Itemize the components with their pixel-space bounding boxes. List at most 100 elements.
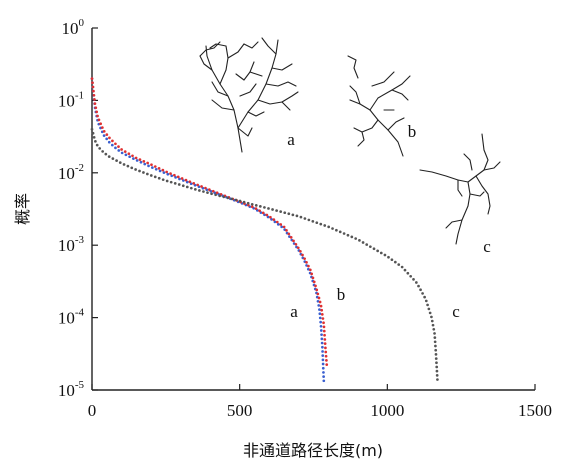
y-tick-group: 100 10-1 10-2 10-3 10-4 10-5 — [58, 17, 98, 400]
series-b-point — [161, 168, 165, 172]
series-c-point — [291, 213, 295, 217]
series-b-point — [91, 81, 94, 85]
series-a-point — [319, 329, 323, 332]
series-c-point — [376, 249, 379, 253]
series-b-point — [320, 313, 324, 316]
series-a-point — [154, 167, 158, 171]
series-b-point — [319, 304, 323, 308]
series-b-point — [173, 173, 176, 177]
series-c-point — [311, 219, 315, 223]
series-c-point — [173, 182, 177, 185]
series-c-point — [250, 202, 254, 206]
series-c-point — [406, 271, 410, 275]
series-a-point — [319, 320, 322, 324]
series-b-point — [180, 177, 184, 180]
series-b-point — [138, 158, 142, 161]
series-a-point — [322, 375, 325, 378]
series-c-point — [234, 198, 238, 202]
series-c-point — [434, 348, 438, 352]
series-a-point — [280, 225, 284, 229]
series-c-point — [275, 209, 278, 212]
series-c-point — [417, 284, 420, 288]
series-c-point — [101, 150, 104, 153]
series-c-point — [430, 315, 433, 319]
y-axis-title: 概率 — [13, 193, 32, 225]
series-b — [90, 77, 329, 366]
series-a-point — [107, 140, 111, 144]
series-c-point — [146, 172, 149, 176]
series-b-point — [92, 93, 96, 97]
series-c-point — [92, 135, 96, 139]
series-c-point — [157, 176, 161, 180]
series-a-point — [263, 213, 266, 217]
series-a — [90, 77, 326, 383]
series-c-point — [130, 166, 134, 170]
series-a-point — [170, 174, 174, 178]
series-b-point — [165, 170, 169, 174]
series-c-point — [433, 332, 436, 335]
series-b-point — [211, 189, 215, 193]
series-c-point — [338, 230, 342, 234]
series-c-point — [369, 245, 372, 249]
series-b-point — [275, 220, 279, 224]
series-b-point — [91, 85, 95, 89]
series-c-point — [206, 191, 209, 194]
series-b-point — [247, 203, 250, 207]
series-c-point — [393, 260, 397, 264]
series-b-point — [99, 122, 103, 126]
series-c-point — [432, 327, 436, 331]
series-b-point — [146, 161, 149, 165]
series-c-point — [427, 307, 431, 311]
series-c-point — [372, 247, 376, 251]
series-b-point — [314, 284, 317, 288]
series-b-point — [322, 321, 325, 325]
series-c-point — [198, 189, 201, 192]
series-b-point — [322, 325, 326, 329]
series-b-point — [117, 145, 120, 148]
series-c-point — [436, 378, 439, 381]
series-c-point — [390, 258, 394, 262]
series-a-point — [321, 345, 324, 349]
series-a-point — [110, 143, 114, 147]
series-c-point — [222, 195, 226, 199]
series-a-point — [135, 159, 139, 162]
x-tick-group: 0 500 1000 1500 — [88, 384, 552, 420]
series-a-point — [158, 169, 162, 173]
series-c-point — [323, 224, 327, 227]
series-c-point — [421, 292, 424, 295]
series-a-point — [319, 324, 323, 328]
series-c-point — [419, 288, 422, 292]
series-c-point — [90, 127, 94, 131]
series-a-point — [185, 180, 189, 184]
series-b-point — [196, 183, 199, 187]
series-c-point — [415, 281, 418, 284]
series-b-point — [316, 292, 320, 296]
series-a-point — [320, 341, 324, 345]
series-b-point — [317, 296, 321, 300]
series-c-point — [412, 278, 415, 281]
series-b-point — [279, 223, 283, 226]
series-c-point — [258, 205, 262, 208]
series-a-point — [321, 358, 325, 362]
series-b-point — [101, 126, 104, 129]
series-c-point — [365, 243, 369, 246]
series-b-point — [296, 246, 300, 250]
series-b-point — [94, 106, 98, 110]
series-a-point — [124, 153, 128, 157]
series-a-point — [318, 308, 321, 311]
series-b-point — [157, 167, 161, 170]
series-a-point — [321, 366, 325, 370]
y-tick-label: 10-5 — [58, 379, 85, 400]
series-b-point — [131, 154, 134, 158]
series-b-point — [312, 280, 316, 284]
series-a-point — [316, 299, 320, 303]
series-c-point — [279, 210, 283, 213]
series-b-point — [134, 156, 138, 160]
series-c-point — [346, 233, 350, 237]
series-a-point — [189, 182, 193, 186]
series-c-point — [431, 323, 435, 327]
series-c-point — [271, 208, 274, 211]
series-c-point — [218, 194, 222, 198]
series-c-point — [161, 178, 165, 182]
series-c-point — [193, 188, 197, 191]
